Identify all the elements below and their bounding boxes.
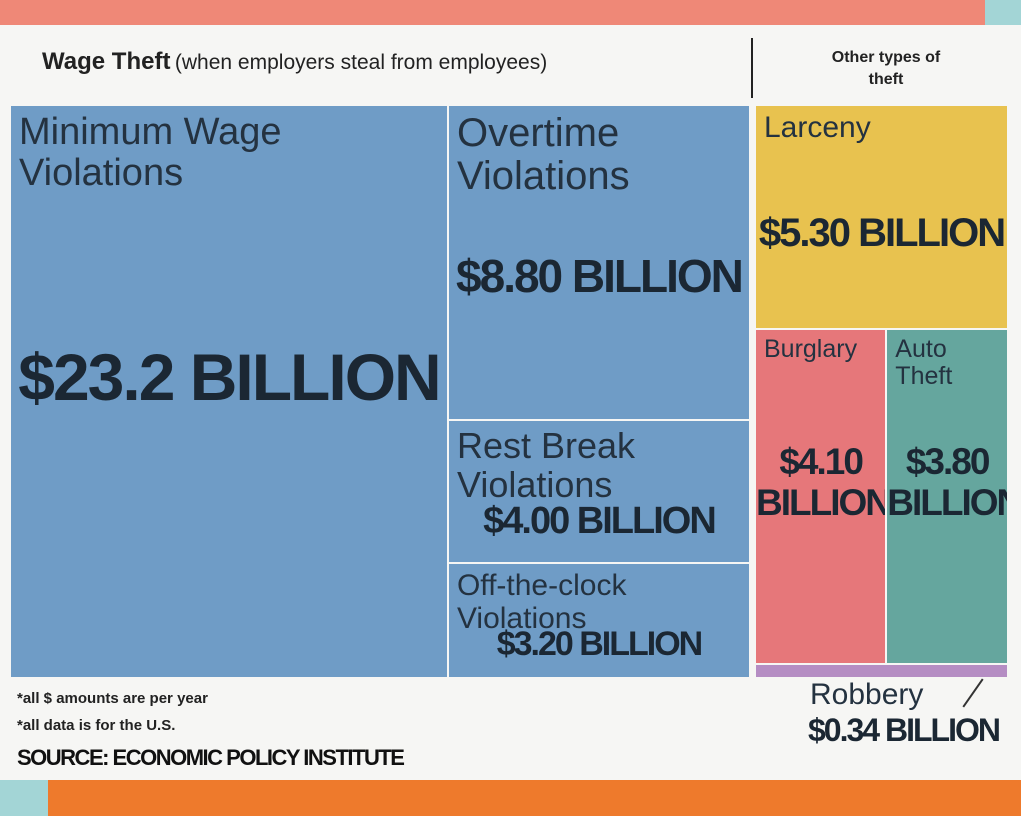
top-corner xyxy=(985,0,1021,25)
header: Wage Theft (when employers steal from em… xyxy=(42,48,742,82)
tile: Off-the-clock Violations $3.20 BILLION xyxy=(447,563,750,678)
tile: Larceny $5.30 BILLION xyxy=(755,105,1008,330)
tile-label: Auto Theft xyxy=(895,335,953,391)
bottom-corner xyxy=(0,780,48,816)
tile-label: Burglary xyxy=(764,335,858,364)
source: SOURCE: ECONOMIC POLICY INSTITUTE xyxy=(17,745,405,770)
value-label: $23.2 BILLION xyxy=(18,340,441,414)
tile: Overtime Violations $8.80 BILLION xyxy=(447,105,750,421)
chart-title: Wage Theft xyxy=(42,48,171,75)
group-label: Other types of theft xyxy=(831,49,941,88)
divider xyxy=(751,38,753,98)
value-label: $3.20 BILLION xyxy=(496,625,704,664)
tile-label: Robbery xyxy=(810,678,924,711)
bottom-bar xyxy=(48,780,1021,816)
top-bar xyxy=(0,0,985,25)
value-label: $8.80 BILLION xyxy=(456,250,744,302)
tile: Burglary $4.10 BILLION xyxy=(755,329,887,664)
tile xyxy=(755,663,1008,678)
tile-label: Rest Break Violations xyxy=(456,425,636,506)
value-label: $4.00 BILLION xyxy=(483,500,717,543)
note: *all data is for the U.S. xyxy=(17,717,176,734)
tile-label: Off-the-clock Violations xyxy=(456,569,627,635)
value-label: $3.80 BILLION xyxy=(887,441,1008,523)
value-label: $5.30 BILLION xyxy=(758,211,1006,255)
tile: Auto Theft $3.80 BILLION xyxy=(886,329,1008,664)
tile: Rest Break Violations $4.00 BILLION xyxy=(447,420,750,564)
tile-label: Larceny xyxy=(764,111,871,144)
value-label: $4.10 BILLION xyxy=(756,441,887,523)
tile-label: Overtime Violations xyxy=(456,111,630,199)
chart-subtitle: (when employers steal from employees) xyxy=(174,51,548,74)
connector xyxy=(962,678,984,708)
tile: Minimum Wage Violations $23.2 BILLION xyxy=(10,105,448,678)
tile-label: Minimum Wage Violations xyxy=(19,111,282,195)
value-label: $0.34 BILLION xyxy=(808,712,1001,748)
note: *all $ amounts are per year xyxy=(17,690,208,707)
